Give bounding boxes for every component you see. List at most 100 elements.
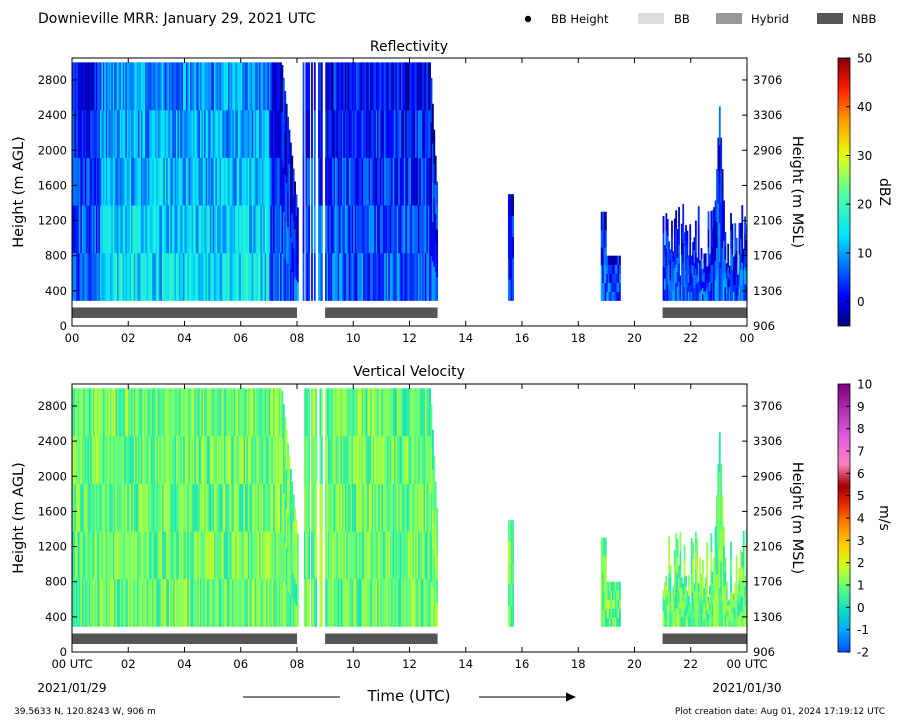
echo-cell xyxy=(208,436,211,484)
echo-cell xyxy=(315,388,318,437)
y-tick-label: 1600 xyxy=(38,178,67,192)
echo-cell xyxy=(204,62,206,111)
echo-cell xyxy=(219,578,222,627)
echo-cell xyxy=(240,531,243,580)
echo-cell xyxy=(372,252,375,301)
echo-cell xyxy=(218,531,221,580)
echo-cell xyxy=(401,531,403,580)
echo-cell xyxy=(232,578,235,627)
echo-cell xyxy=(125,110,128,158)
echo-cell xyxy=(121,157,124,206)
echo-cell xyxy=(702,573,704,587)
echo-cell xyxy=(367,205,370,254)
echo-cell xyxy=(367,110,370,158)
echo-cell xyxy=(699,571,701,586)
echo-cell xyxy=(391,252,394,301)
echo-cell xyxy=(360,531,363,580)
echo-cell xyxy=(207,157,209,206)
echo-cell xyxy=(152,205,154,254)
echo-cell xyxy=(122,436,125,484)
echo-cell xyxy=(118,252,121,301)
echo-cell xyxy=(745,548,748,569)
echo-cell xyxy=(207,483,209,532)
echo-cell xyxy=(420,205,423,254)
echo-cell xyxy=(357,252,360,301)
y2-tick-label: 1306 xyxy=(753,610,782,624)
echo-cell xyxy=(177,110,180,158)
echo-cell xyxy=(382,62,385,111)
echo-cell xyxy=(413,205,416,254)
echo-cell xyxy=(98,110,101,158)
echo-cell xyxy=(236,62,239,111)
echo-cell xyxy=(97,388,100,437)
echo-cell xyxy=(391,388,394,437)
echo-cell xyxy=(742,549,745,570)
echo-cell xyxy=(124,531,126,580)
echo-cell xyxy=(176,578,178,627)
echo-cell xyxy=(73,531,76,580)
echo-cell xyxy=(679,532,682,552)
echo-cell xyxy=(122,531,125,580)
echo-cell xyxy=(183,436,185,484)
echo-cell xyxy=(253,252,256,301)
echo-cell xyxy=(403,110,406,158)
echo-cell xyxy=(382,205,385,254)
echo-cell xyxy=(108,62,111,111)
echo-cell xyxy=(108,205,111,254)
echo-cell xyxy=(412,531,415,580)
echo-cell xyxy=(685,240,687,256)
echo-cell xyxy=(395,62,398,111)
echo-cell xyxy=(717,561,720,595)
echo-cell xyxy=(616,291,619,301)
echo-cell xyxy=(237,157,240,206)
echo-cell xyxy=(354,252,357,301)
echo-cell xyxy=(79,62,81,111)
echo-cell xyxy=(614,264,617,274)
echo-cell xyxy=(379,62,382,111)
echo-cell xyxy=(311,483,313,532)
echo-cell xyxy=(147,110,150,158)
echo-cell xyxy=(364,205,367,254)
echo-cell xyxy=(95,62,98,111)
echo-cell xyxy=(163,578,166,627)
echo-cell xyxy=(370,62,372,111)
echo-cell xyxy=(349,157,351,206)
echo-cell xyxy=(417,531,420,580)
echo-cell xyxy=(167,252,170,301)
echo-cell xyxy=(132,578,135,627)
echo-cell xyxy=(87,388,90,437)
echo-cell xyxy=(353,531,356,580)
echo-cell xyxy=(714,280,717,301)
echo-cell xyxy=(387,205,389,254)
echo-cell xyxy=(713,263,716,283)
echo-cell xyxy=(668,264,671,278)
echo-cell xyxy=(105,252,108,301)
echo-cell xyxy=(194,531,197,580)
echo-cell xyxy=(145,110,147,158)
echo-cell xyxy=(313,436,316,484)
legend-nbb-label: NBB xyxy=(852,12,876,26)
echo-cell xyxy=(146,157,149,206)
echo-cell xyxy=(327,252,330,301)
echo-cell xyxy=(717,496,720,530)
y-tick-label: 0 xyxy=(60,645,67,659)
echo-cell xyxy=(730,230,732,249)
echo-cell xyxy=(709,610,711,619)
echo-cell xyxy=(295,605,298,627)
echo-cell xyxy=(159,205,161,254)
echo-cell xyxy=(375,62,378,111)
echo-cell xyxy=(396,483,399,532)
echo-cell xyxy=(211,110,214,158)
echo-cell xyxy=(360,252,363,301)
echo-cell xyxy=(370,252,372,301)
echo-cell xyxy=(211,578,214,627)
echo-cell xyxy=(228,157,230,206)
x-tick-label: 08 xyxy=(290,657,305,671)
echo-cell xyxy=(742,248,745,260)
legend-hybrid-swatch xyxy=(716,13,742,24)
echo-cell xyxy=(126,483,129,532)
echo-cell xyxy=(692,541,694,559)
echo-cell xyxy=(509,194,512,216)
echo-cell xyxy=(337,531,340,580)
echo-cell xyxy=(171,436,174,484)
